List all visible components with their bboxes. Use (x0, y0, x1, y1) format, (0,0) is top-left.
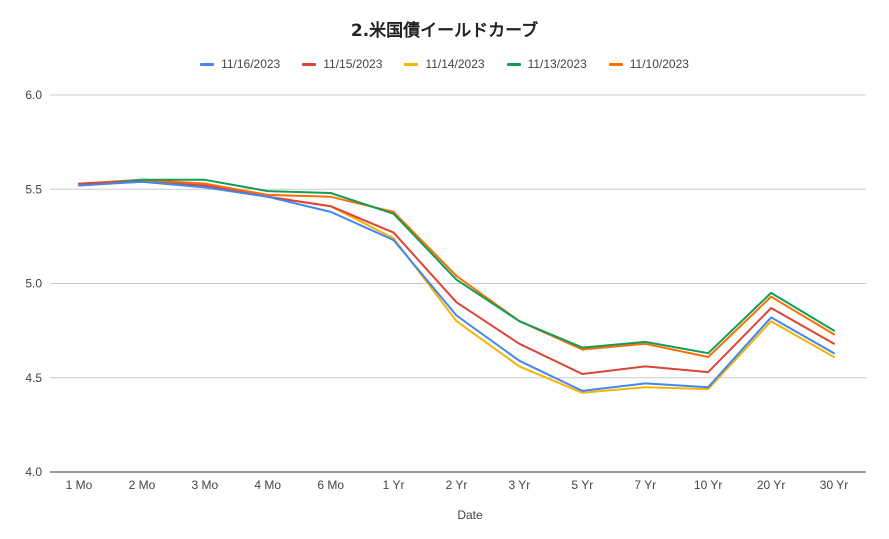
legend-label: 11/14/2023 (425, 57, 485, 71)
y-tick-label: 6.0 (25, 88, 42, 102)
legend-item[interactable]: 11/15/2023 (302, 57, 382, 71)
legend-label: 11/16/2023 (221, 57, 281, 71)
x-axis-label: Date (457, 508, 483, 522)
series-line[interactable] (78, 180, 835, 375)
series-line[interactable] (78, 178, 835, 355)
x-tick-label: 1 Yr (383, 478, 405, 492)
chart-title: 2.米国債イールドカーブ (350, 21, 539, 41)
y-tick-label: 4.0 (25, 465, 42, 479)
y-tick-label: 4.5 (25, 371, 42, 385)
legend-label: 11/10/2023 (629, 57, 689, 71)
x-tick-label: 2 Yr (446, 478, 468, 492)
legend-swatch-icon (302, 62, 317, 66)
legend-label: 11/15/2023 (323, 57, 383, 71)
x-tick-label: 20 Yr (757, 478, 785, 492)
legend-swatch-icon (404, 62, 419, 66)
legend: 11/16/2023 11/15/2023 11/14/2023 11/13/2… (0, 57, 889, 71)
x-tick-label: 7 Yr (634, 478, 656, 492)
legend-item[interactable]: 11/16/2023 (200, 57, 280, 71)
x-tick-label: 10 Yr (694, 478, 722, 492)
legend-item[interactable]: 11/10/2023 (608, 57, 689, 71)
legend-swatch-icon (506, 62, 521, 66)
legend-item[interactable]: 11/14/2023 (404, 57, 485, 71)
y-tick-label: 5.5 (25, 182, 42, 196)
x-tick-label: 3 Yr (509, 478, 531, 492)
legend-label: 11/13/2023 (527, 57, 587, 71)
legend-item[interactable]: 11/13/2023 (506, 57, 587, 71)
x-tick-label: 3 Mo (191, 478, 218, 492)
legend-swatch-icon (608, 62, 623, 66)
y-tick-label: 5.0 (25, 277, 42, 291)
x-tick-label: 4 Mo (254, 478, 281, 492)
x-tick-label: 5 Yr (571, 478, 593, 492)
x-tick-label: 30 Yr (820, 478, 848, 492)
series-line[interactable] (78, 180, 835, 394)
legend-swatch-icon (200, 62, 215, 66)
series-line[interactable] (78, 180, 835, 392)
x-tick-label: 2 Mo (129, 478, 156, 492)
x-tick-label: 6 Mo (317, 478, 344, 492)
x-tick-label: 1 Mo (66, 478, 93, 492)
series-line[interactable] (78, 178, 835, 358)
